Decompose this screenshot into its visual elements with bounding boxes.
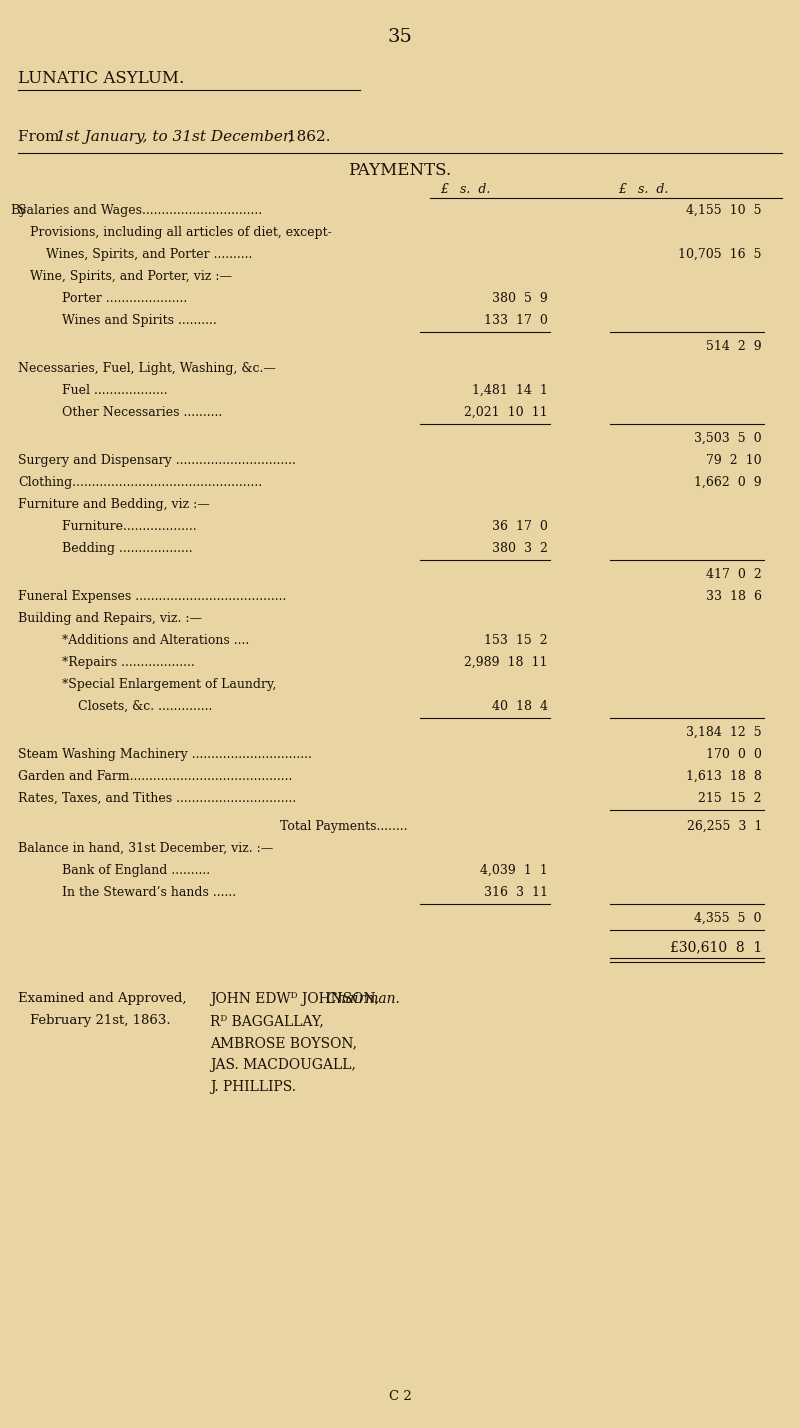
Text: 2,989  18  11: 2,989 18 11 — [465, 655, 548, 668]
Text: Wine, Spirits, and Porter, viz :—: Wine, Spirits, and Porter, viz :— — [18, 270, 232, 283]
Text: Garden and Farm..........................................: Garden and Farm.........................… — [18, 770, 292, 783]
Text: 514  2  9: 514 2 9 — [706, 340, 762, 353]
Text: 10,705  16  5: 10,705 16 5 — [678, 248, 762, 261]
Text: £30,610  8  1: £30,610 8 1 — [670, 940, 762, 954]
Text: Rᴰ BAGGALLAY,: Rᴰ BAGGALLAY, — [210, 1014, 324, 1028]
Text: Furniture and Bedding, viz :—: Furniture and Bedding, viz :— — [18, 498, 210, 511]
Text: Examined and Approved,: Examined and Approved, — [18, 992, 186, 1005]
Text: 3,503  5  0: 3,503 5 0 — [694, 433, 762, 446]
Text: Clothing.................................................: Clothing................................… — [18, 476, 262, 488]
Text: Salaries and Wages...............................: Salaries and Wages......................… — [18, 204, 262, 217]
Text: JAS. MACDOUGALL,: JAS. MACDOUGALL, — [210, 1058, 356, 1072]
Text: 1862.: 1862. — [282, 130, 330, 144]
Text: 4,039  1  1: 4,039 1 1 — [480, 864, 548, 877]
Text: C 2: C 2 — [389, 1389, 411, 1402]
Text: 4,355  5  0: 4,355 5 0 — [694, 912, 762, 925]
Text: AMBROSE BOYSON,: AMBROSE BOYSON, — [210, 1035, 357, 1050]
Text: Necessaries, Fuel, Light, Washing, &c.—: Necessaries, Fuel, Light, Washing, &c.— — [18, 363, 276, 376]
Text: JOHN EDWᴰ JOHNSON,: JOHN EDWᴰ JOHNSON, — [210, 992, 379, 1005]
Text: J. PHILLIPS.: J. PHILLIPS. — [210, 1080, 296, 1094]
Text: 33  18  6: 33 18 6 — [706, 590, 762, 603]
Text: LUNATIC ASYLUM.: LUNATIC ASYLUM. — [18, 70, 184, 87]
Text: Bank of England ..........: Bank of England .......... — [18, 864, 210, 877]
Text: Provisions, including all articles of diet, except-: Provisions, including all articles of di… — [18, 226, 332, 238]
Text: Wines and Spirits ..........: Wines and Spirits .......... — [18, 314, 217, 327]
Text: Furniture...................: Furniture................... — [18, 520, 197, 533]
Text: In the Steward’s hands ......: In the Steward’s hands ...... — [18, 885, 236, 900]
Text: 380  5  9: 380 5 9 — [492, 291, 548, 306]
Text: PAYMENTS.: PAYMENTS. — [349, 161, 451, 178]
Text: 4,155  10  5: 4,155 10 5 — [686, 204, 762, 217]
Text: 215  15  2: 215 15 2 — [698, 793, 762, 805]
Text: Other Necessaries ..........: Other Necessaries .......... — [18, 406, 222, 418]
Text: 40  18  4: 40 18 4 — [492, 700, 548, 713]
Text: Building and Repairs, viz. :—: Building and Repairs, viz. :— — [18, 613, 202, 625]
Text: Total Payments........: Total Payments........ — [280, 820, 407, 833]
Text: 36  17  0: 36 17 0 — [492, 520, 548, 533]
Text: 35: 35 — [387, 29, 413, 46]
Text: Porter .....................: Porter ..................... — [18, 291, 187, 306]
Text: Closets, &c. ..............: Closets, &c. .............. — [18, 700, 212, 713]
Text: *Repairs ...................: *Repairs ................... — [18, 655, 194, 668]
Text: Steam Washing Machinery ...............................: Steam Washing Machinery ................… — [18, 748, 312, 761]
Text: 1,662  0  9: 1,662 0 9 — [694, 476, 762, 488]
Text: 380  3  2: 380 3 2 — [492, 543, 548, 555]
Text: 79  2  10: 79 2 10 — [706, 454, 762, 467]
Text: 1,481  14  1: 1,481 14 1 — [472, 384, 548, 397]
Text: 133  17  0: 133 17 0 — [484, 314, 548, 327]
Text: 170  0  0: 170 0 0 — [706, 748, 762, 761]
Text: 316  3  11: 316 3 11 — [484, 885, 548, 900]
Text: 1st January, to 31st December,: 1st January, to 31st December, — [56, 130, 294, 144]
Text: Surgery and Dispensary ...............................: Surgery and Dispensary .................… — [18, 454, 296, 467]
Text: 3,184  12  5: 3,184 12 5 — [686, 725, 762, 740]
Text: Bedding ...................: Bedding ................... — [18, 543, 193, 555]
Text: 153  15  2: 153 15 2 — [484, 634, 548, 647]
Text: From: From — [18, 130, 64, 144]
Text: Fuel ...................: Fuel ................... — [18, 384, 168, 397]
Text: Rates, Taxes, and Tithes ...............................: Rates, Taxes, and Tithes ...............… — [18, 793, 296, 805]
Text: *Special Enlargement of Laundry,: *Special Enlargement of Laundry, — [18, 678, 276, 691]
Text: 1,613  18  8: 1,613 18 8 — [686, 770, 762, 783]
Text: By: By — [10, 204, 26, 217]
Text: 417  0  2: 417 0 2 — [706, 568, 762, 581]
Text: 2,021  10  11: 2,021 10 11 — [464, 406, 548, 418]
Text: £   s.  d.: £ s. d. — [618, 183, 668, 196]
Text: Balance in hand, 31st December, viz. :—: Balance in hand, 31st December, viz. :— — [18, 843, 274, 855]
Text: 26,255  3  1: 26,255 3 1 — [686, 820, 762, 833]
Text: February 21st, 1863.: February 21st, 1863. — [30, 1014, 170, 1027]
Text: Wines, Spirits, and Porter ..........: Wines, Spirits, and Porter .......... — [18, 248, 252, 261]
Text: *Additions and Alterations ....: *Additions and Alterations .... — [18, 634, 250, 647]
Text: £   s.  d.: £ s. d. — [440, 183, 490, 196]
Text: Funeral Expenses .......................................: Funeral Expenses .......................… — [18, 590, 286, 603]
Text: Chairman.: Chairman. — [322, 992, 399, 1005]
